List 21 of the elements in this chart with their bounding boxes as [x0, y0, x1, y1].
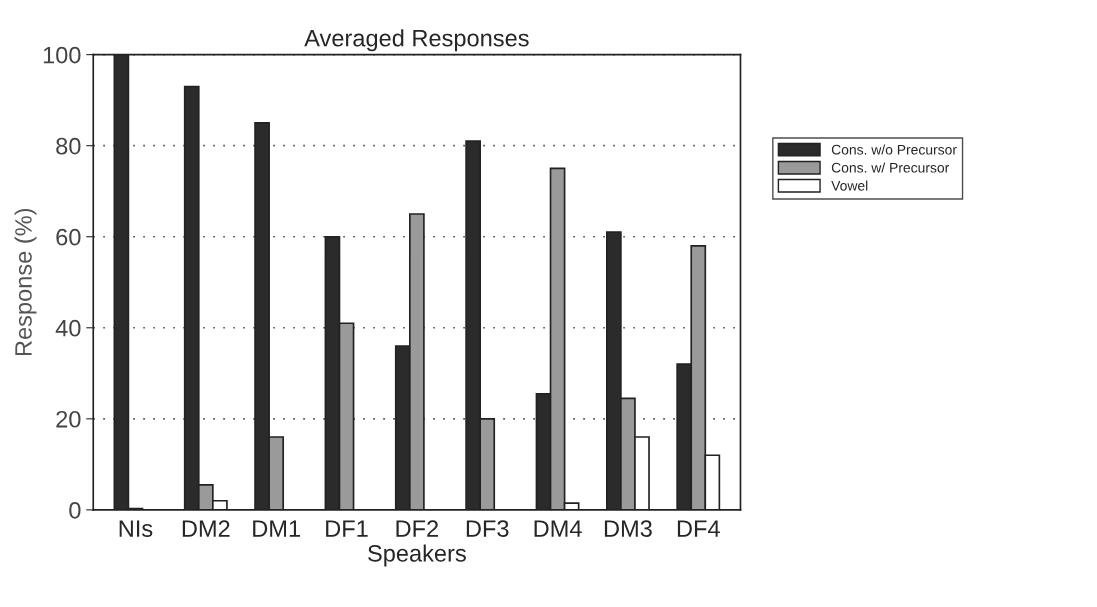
- x-tick-label: DM1: [253, 520, 300, 537]
- y-tick-label: 100: [43, 46, 81, 64]
- chart-title: Averaged Responses: [304, 29, 529, 52]
- y-tick-label: 80: [56, 137, 81, 155]
- x-tick-label: DF2: [396, 520, 438, 537]
- y-axis-title: Response (%): [14, 208, 37, 356]
- x-tick-label: NIs: [119, 520, 153, 537]
- y-tick-label: 20: [56, 410, 81, 428]
- legend-label: Vowel: [831, 180, 868, 191]
- legend-label: Cons. w/o Precursor: [831, 144, 957, 155]
- legend-label: Cons. w/ Precursor: [831, 162, 950, 173]
- x-tick-label: DM3: [604, 520, 652, 537]
- x-tick-label: DF4: [677, 520, 720, 537]
- y-tick-label: 0: [69, 501, 81, 519]
- x-axis-title: Speakers: [368, 544, 466, 567]
- x-tick-label: DM4: [534, 520, 582, 537]
- x-tick-label: DM2: [182, 520, 230, 537]
- y-tick-label: 40: [55, 319, 81, 337]
- y-tick-label: 60: [56, 228, 81, 246]
- x-tick-label: DF1: [326, 520, 368, 537]
- x-tick-label: DF3: [466, 520, 509, 537]
